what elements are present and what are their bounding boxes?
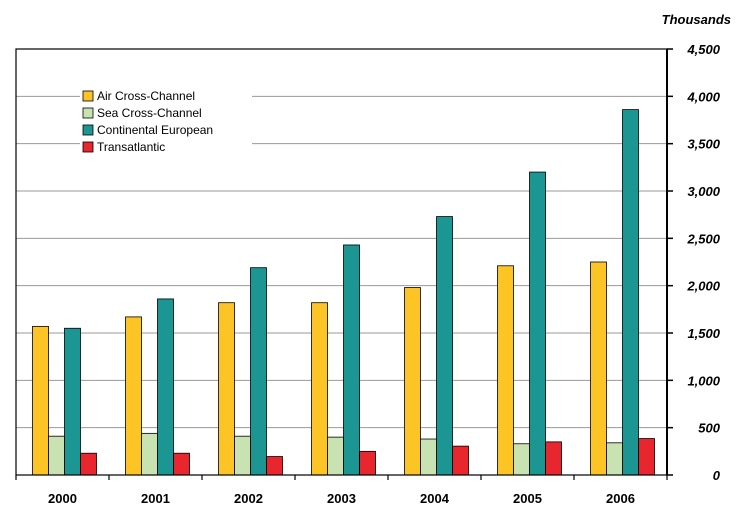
y-axis-unit-label: Thousands <box>662 12 731 27</box>
bar-air-cross-channel-2005 <box>497 265 514 476</box>
x-tick-label-2003: 2003 <box>327 491 356 506</box>
y-tick-label: 2,500 <box>686 231 720 246</box>
bar-continental-european-2002 <box>250 267 267 476</box>
y-tick-label: 0 <box>713 468 721 483</box>
x-tick-label-2006: 2006 <box>606 491 635 506</box>
bar-continental-european-2003 <box>343 244 360 476</box>
axes: 0 500 1,000 1,500 2,000 2,500 3,000 3,500 4,000 4… <box>15 42 721 506</box>
bar-air-cross-channel-2006 <box>590 261 607 476</box>
bar-continental-european-2005 <box>529 171 546 476</box>
bar-transatlantic-2003 <box>359 450 376 476</box>
x-tick-label-2001: 2001 <box>141 491 170 506</box>
bar-transatlantic-2004 <box>452 445 469 476</box>
y-tick-label: 2,000 <box>686 279 720 294</box>
x-tick-label-2002: 2002 <box>234 491 263 506</box>
legend-swatch <box>82 107 94 119</box>
y-tick-label: 1,500 <box>687 326 720 341</box>
legend-box <box>80 84 252 158</box>
bar-sea-cross-channel-2002 <box>234 435 251 476</box>
y-tick-label: 3,000 <box>687 184 720 199</box>
bar-sea-cross-channel-2006 <box>606 442 623 476</box>
y-tick-label: 500 <box>698 421 720 436</box>
bar-air-cross-channel-2003 <box>311 302 328 476</box>
bar-continental-european-2000 <box>64 327 81 476</box>
y-tick-label: 4,000 <box>686 89 720 104</box>
bar-air-cross-channel-2004 <box>404 287 421 476</box>
bar-transatlantic-2000 <box>80 452 97 476</box>
x-tick-label-2004: 2004 <box>420 491 450 506</box>
legend-label: Sea Cross-Channel <box>97 106 202 120</box>
bar-air-cross-channel-2001 <box>125 316 142 476</box>
bar-sea-cross-channel-2005 <box>513 443 530 476</box>
y-tick-label: 3,500 <box>687 137 720 152</box>
x-tick-label-2005: 2005 <box>513 491 542 506</box>
bar-transatlantic-2006 <box>638 438 655 476</box>
legend-label: Continental European <box>97 123 213 137</box>
x-tick-label-2000: 2000 <box>48 491 77 506</box>
bar-transatlantic-2001 <box>173 452 190 476</box>
bar-air-cross-channel-2002 <box>218 302 235 476</box>
bar-sea-cross-channel-2000 <box>48 435 65 476</box>
bar-continental-european-2006 <box>622 109 639 476</box>
bar-continental-european-2001 <box>157 298 174 476</box>
bars <box>32 109 655 476</box>
legend: Air Cross-Channel Sea Cross-Channel Contin… <box>80 84 252 158</box>
bar-sea-cross-channel-2001 <box>141 432 158 476</box>
legend-label: Air Cross-Channel <box>97 89 195 103</box>
y-tick-label: 1,000 <box>687 373 720 388</box>
bar-transatlantic-2002 <box>266 456 283 476</box>
bar-continental-european-2004 <box>436 216 453 476</box>
bar-transatlantic-2005 <box>545 441 562 476</box>
legend-label: Transatlantic <box>97 140 165 154</box>
bar-air-cross-channel-2000 <box>32 325 49 476</box>
bar-sea-cross-channel-2003 <box>327 436 344 476</box>
legend-swatch <box>82 141 94 153</box>
legend-swatch <box>82 90 94 102</box>
bar-sea-cross-channel-2004 <box>420 438 437 476</box>
y-tick-label: 4,500 <box>686 42 720 57</box>
legend-swatch <box>82 124 94 136</box>
